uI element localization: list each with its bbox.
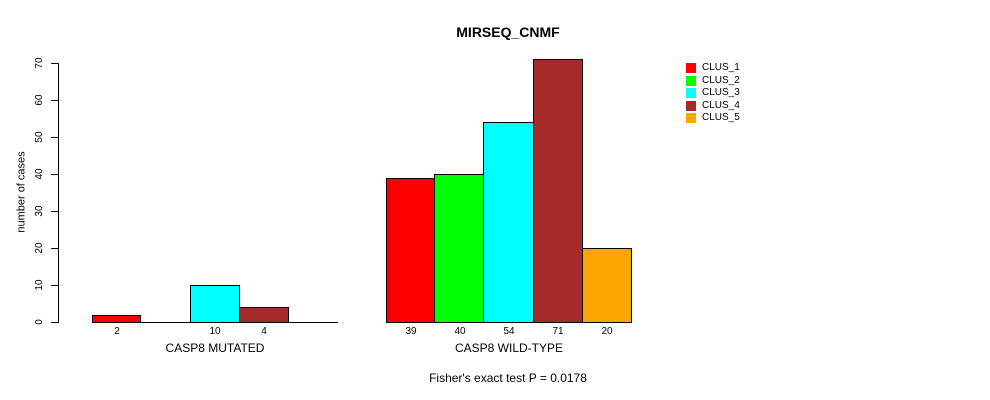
y-axis-tick [51, 211, 58, 212]
bar-value-label: 10 [209, 326, 221, 337]
y-axis-tick [51, 322, 58, 323]
legend-swatch [686, 75, 696, 86]
bar-clus_1 [386, 178, 435, 323]
y-axis-title: number of cases [15, 151, 28, 233]
bar-clus_4 [239, 307, 289, 323]
bar-value-label: 39 [405, 326, 417, 337]
y-tick-label: 30 [34, 205, 45, 217]
bar-value-label: 20 [601, 326, 613, 337]
fisher-test-annotation: Fisher's exact test P = 0.0178 [429, 371, 587, 385]
bar-clus_1 [92, 315, 141, 323]
y-tick-label: 0 [34, 319, 45, 325]
bar-clus_3 [190, 285, 240, 323]
y-tick-label: 70 [34, 57, 45, 69]
legend-swatch [686, 63, 696, 74]
group-label: CASP8 WILD-TYPE [454, 341, 564, 355]
bar-clus_4 [533, 59, 583, 323]
legend-label: CLUS_1 [702, 62, 740, 74]
bar-value-label: 4 [261, 326, 267, 337]
chart-title: MIRSEQ_CNMF [456, 24, 560, 40]
legend-label: CLUS_4 [702, 99, 740, 111]
bar-value-label: 2 [114, 326, 120, 337]
y-tick-label: 10 [34, 279, 45, 291]
y-tick-label: 60 [34, 94, 45, 106]
y-axis-tick [51, 137, 58, 138]
legend-swatch [686, 100, 696, 111]
y-axis-tick [51, 248, 58, 249]
bar-clus_5 [582, 248, 632, 323]
y-tick-label: 50 [34, 131, 45, 143]
y-tick-label: 20 [34, 242, 45, 254]
legend-label: CLUS_5 [702, 112, 740, 124]
bar-value-label: 54 [503, 326, 515, 337]
y-axis-tick [51, 100, 58, 101]
legend-label: CLUS_2 [702, 74, 740, 86]
y-tick-label: 40 [34, 168, 45, 180]
y-axis-tick [51, 174, 58, 175]
legend-item: CLUS_3 [686, 87, 740, 100]
y-axis-tick [51, 63, 58, 64]
legend-swatch [686, 88, 696, 99]
legend-item: CLUS_1 [686, 62, 740, 75]
y-axis-tick [51, 285, 58, 286]
bar-value-label: 40 [454, 326, 466, 337]
legend-item: CLUS_2 [686, 75, 740, 88]
legend-swatch [686, 113, 696, 124]
legend: CLUS_1 CLUS_2 CLUS_3 CLUS_4 CLUS_5 [686, 62, 740, 125]
group-label: CASP8 MUTATED [165, 341, 265, 355]
legend-label: CLUS_3 [702, 87, 740, 99]
y-axis-line [58, 63, 59, 323]
legend-item: CLUS_5 [686, 112, 740, 125]
bar-clus_2 [434, 174, 484, 323]
bar-value-label: 71 [552, 326, 564, 337]
bar-clus_3 [483, 122, 534, 323]
legend-item: CLUS_4 [686, 100, 740, 113]
